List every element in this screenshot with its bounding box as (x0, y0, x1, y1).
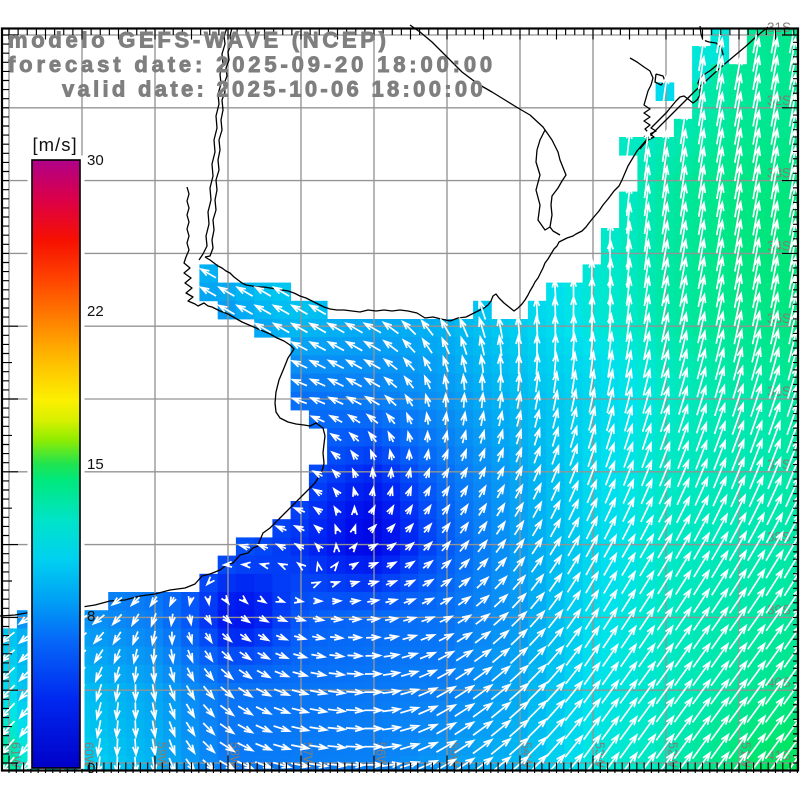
svg-text:55W: 55W (447, 742, 461, 768)
svg-text:60W: 60W (82, 742, 96, 768)
svg-text:15: 15 (87, 456, 104, 473)
svg-text:valid date: 2025-10-06 18:00:0: valid date: 2025-10-06 18:00:00 (62, 77, 486, 102)
svg-text:8: 8 (87, 608, 95, 625)
svg-text:0: 0 (87, 760, 95, 777)
svg-text:30: 30 (87, 152, 104, 169)
svg-text:[m/s]: [m/s] (33, 134, 78, 155)
svg-text:61W: 61W (9, 742, 23, 768)
svg-text:forecast date: 2025-09-20 18:0: forecast date: 2025-09-20 18:00:00 (8, 52, 496, 77)
svg-text:54W: 54W (520, 742, 534, 768)
svg-text:22: 22 (87, 303, 104, 320)
svg-text:59W: 59W (155, 742, 169, 768)
svg-text:modelo GEFS-WAVE (NCEP): modelo GEFS-WAVE (NCEP) (8, 28, 390, 53)
